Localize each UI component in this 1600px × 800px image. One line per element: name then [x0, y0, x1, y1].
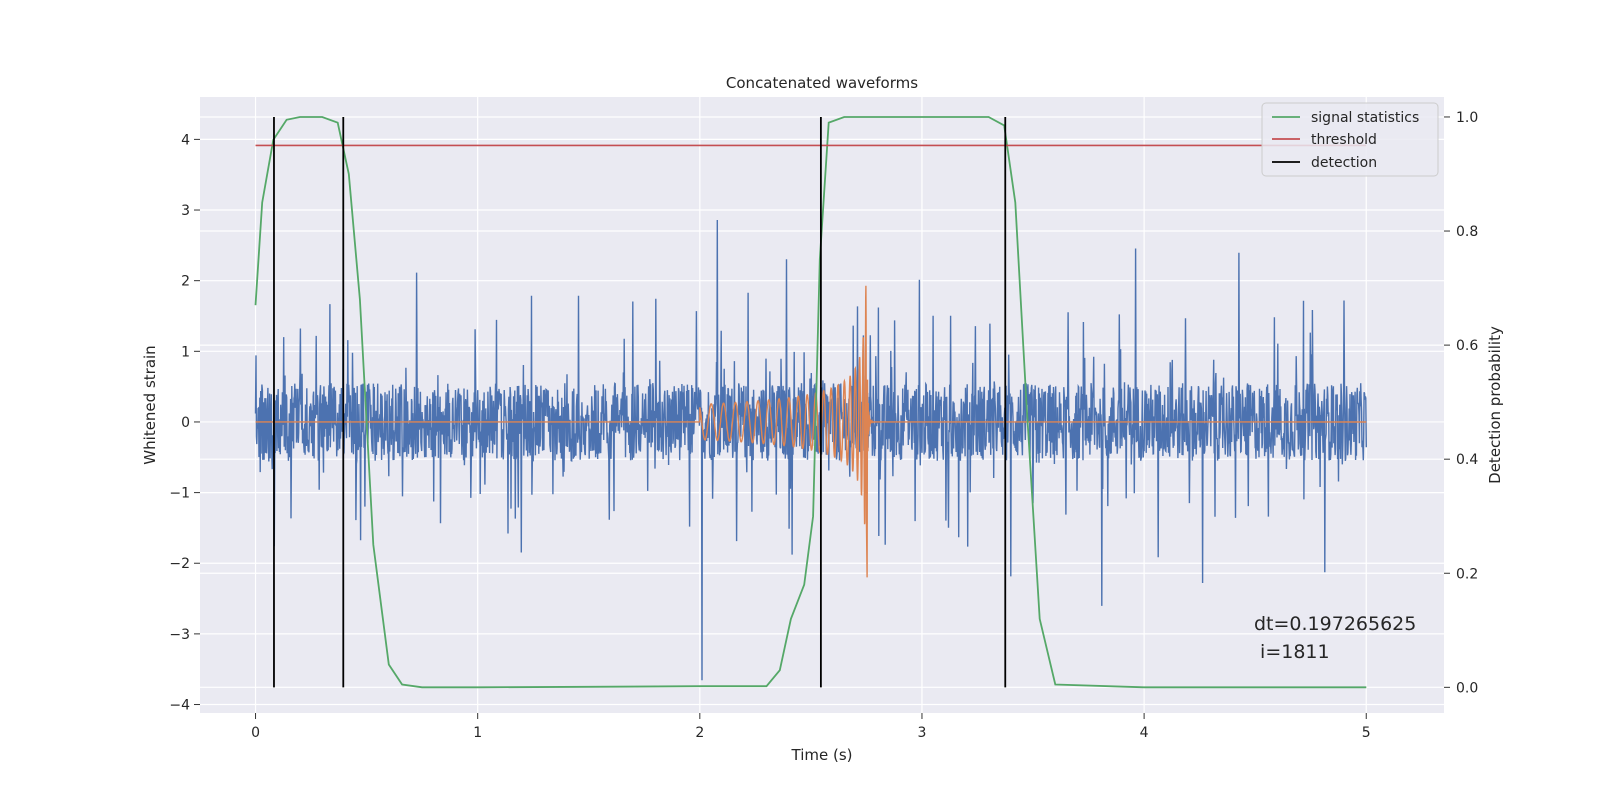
- y-tick-label: 1: [181, 344, 190, 360]
- legend: signal statistics threshold detection: [1261, 102, 1439, 177]
- x-tick-label: 4: [1140, 725, 1149, 741]
- y2-tick-label: 0.2: [1456, 566, 1478, 582]
- y2-tick-label: 0.8: [1456, 224, 1478, 240]
- legend-label-signal-statistics: signal statistics: [1311, 110, 1419, 126]
- x-axis-label: Time (s): [791, 746, 853, 764]
- y-tick-label: −3: [169, 627, 190, 643]
- legend-box: [1261, 102, 1439, 177]
- y-tick-label: 4: [181, 132, 190, 148]
- y-tick-label: −2: [169, 556, 190, 572]
- x-tick-label: 0: [251, 725, 260, 741]
- ticks-layer: 0 1 2 3 4 5 −4 −3 −2 −1 0 1 2 3 4 0.0 0.2 0.4 0.6 0.8 1.0: [169, 110, 1478, 741]
- chart-title: Concatenated waveforms: [726, 74, 918, 92]
- y-tick-label: 0: [181, 415, 190, 431]
- y-tick-label: −1: [169, 486, 190, 502]
- legend-label-threshold: threshold: [1311, 132, 1377, 148]
- y2-tick-label: 0.4: [1456, 452, 1478, 468]
- series-signal-statistics: [254, 116, 1367, 689]
- annotation-i: i=1811: [1254, 641, 1330, 663]
- y2-axis-label: Detection probability: [1486, 326, 1504, 484]
- y-axis-label: Whitened strain: [141, 345, 159, 464]
- series-layer: [254, 116, 1367, 689]
- x-tick-label: 3: [918, 725, 927, 741]
- legend-label-detection: detection: [1311, 155, 1377, 171]
- y2-tick-label: 1.0: [1456, 110, 1478, 126]
- series-template-waveform: [255, 285, 1367, 578]
- x-tick-label: 1: [473, 725, 482, 741]
- y-tick-label: 2: [181, 274, 190, 290]
- x-tick-label: 2: [695, 725, 704, 741]
- y-tick-label: 3: [181, 203, 190, 219]
- y2-tick-label: 0.0: [1456, 680, 1478, 696]
- annotation-dt: dt=0.197265625: [1254, 613, 1416, 635]
- y-tick-label: −4: [169, 698, 190, 714]
- y2-tick-label: 0.6: [1456, 338, 1478, 354]
- x-tick-label: 5: [1362, 725, 1371, 741]
